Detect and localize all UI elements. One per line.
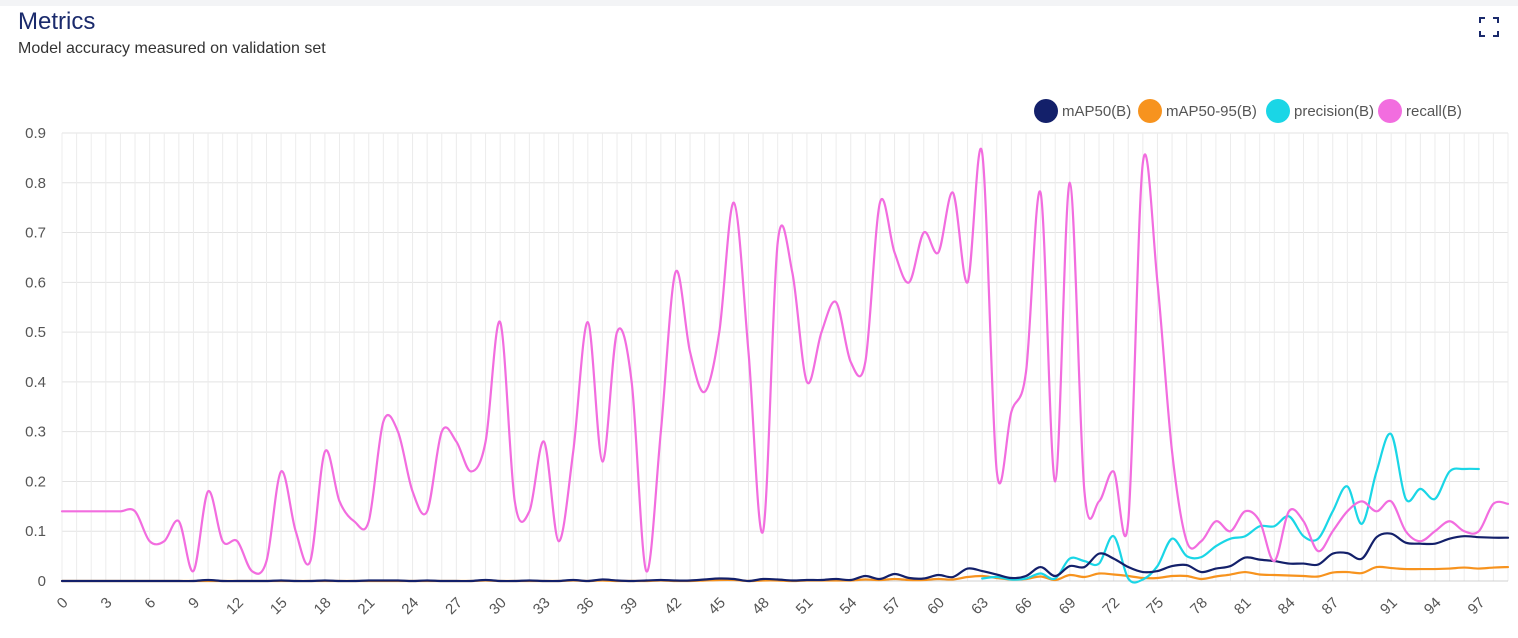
y-tick-label: 0.1 [25, 523, 46, 540]
x-tick-label: 30 [486, 594, 510, 618]
chart-header: Metrics Model accuracy measured on valid… [18, 8, 326, 58]
expand-icon [1479, 17, 1499, 37]
y-tick-label: 0.3 [25, 424, 46, 441]
x-tick-label: 63 [968, 594, 992, 618]
y-tick-label: 0.6 [25, 274, 46, 291]
y-tick-label: 0.2 [25, 473, 46, 490]
x-tick-label: 87 [1319, 594, 1343, 618]
x-tick-label: 42 [661, 594, 685, 618]
x-tick-label: 78 [1187, 594, 1211, 618]
x-tick-label: 3 [98, 594, 116, 612]
x-tick-label: 51 [793, 594, 817, 618]
page-title: Metrics [18, 8, 96, 35]
x-tick-label: 48 [749, 594, 773, 618]
x-tick-label: 84 [1275, 594, 1299, 618]
x-tick-label: 45 [705, 594, 729, 618]
x-tick-label: 39 [617, 594, 641, 618]
x-tick-label: 91 [1377, 594, 1401, 618]
x-tick-label: 75 [1143, 594, 1167, 618]
x-tick-label: 6 [141, 594, 159, 612]
expand-button[interactable] [1476, 14, 1502, 40]
legend-label-map50-b: mAP50(B) [1062, 103, 1131, 120]
series-line-recall-b [60, 147, 1510, 575]
legend-marker-map50-b [1034, 99, 1058, 123]
top-strip [0, 0, 1518, 6]
x-tick-label: 94 [1421, 594, 1445, 618]
legend-marker-map50-95-b [1138, 99, 1162, 123]
legend-label-precision-b: precision(B) [1294, 103, 1374, 120]
x-tick-label: 81 [1231, 594, 1255, 618]
y-tick-label: 0.5 [25, 324, 46, 341]
x-tick-label: 97 [1465, 594, 1489, 618]
x-tick-label: 12 [223, 594, 247, 618]
y-tick-label: 0.8 [25, 175, 46, 192]
y-tick-label: 0.4 [25, 374, 46, 391]
x-tick-label: 9 [185, 594, 203, 612]
legend-label-recall-b: recall(B) [1406, 103, 1462, 120]
x-tick-label: 21 [355, 594, 379, 618]
y-tick-label: 0.7 [25, 225, 46, 242]
x-tick-label: 24 [398, 594, 422, 618]
legend-label-map50-95-b: mAP50-95(B) [1166, 103, 1257, 120]
x-tick-label: 15 [267, 594, 291, 618]
legend-marker-precision-b [1266, 99, 1290, 123]
x-tick-label: 60 [924, 594, 948, 618]
series-line-precision-b [981, 432, 1480, 584]
y-tick-label: 0 [38, 573, 46, 590]
x-tick-label: 69 [1056, 594, 1080, 618]
series-line-map50-95-b [60, 565, 1510, 583]
x-tick-label: 33 [530, 594, 554, 618]
x-tick-label: 72 [1099, 594, 1123, 618]
x-tick-label: 36 [574, 594, 598, 618]
y-tick-label: 0.9 [25, 125, 46, 142]
x-tick-label: 18 [311, 594, 335, 618]
x-tick-label: 57 [880, 594, 904, 618]
page-subtitle: Model accuracy measured on validation se… [18, 40, 326, 57]
legend-marker-recall-b [1378, 99, 1402, 123]
series-line-map50-b [60, 532, 1510, 583]
x-tick-label: 0 [54, 594, 72, 612]
x-tick-label: 66 [1012, 594, 1036, 618]
x-tick-label: 54 [837, 594, 861, 618]
x-tick-label: 27 [442, 594, 466, 618]
